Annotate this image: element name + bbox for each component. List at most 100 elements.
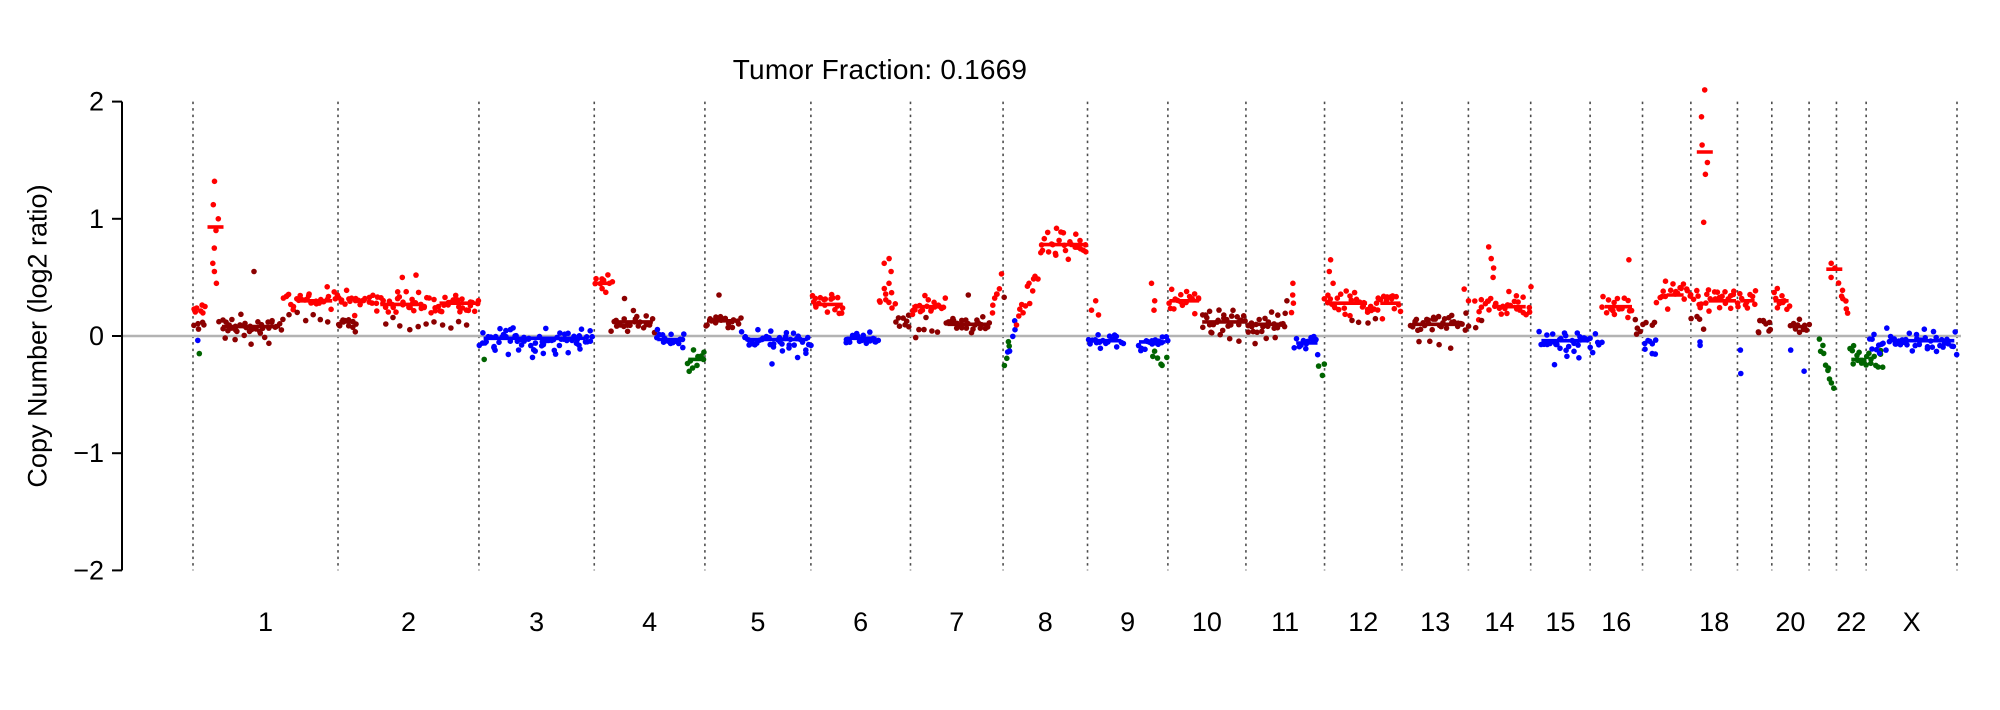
data-point	[755, 326, 761, 333]
chromosome-label: 15	[1545, 607, 1575, 637]
data-point	[1083, 249, 1089, 255]
data-point	[1290, 280, 1296, 287]
data-point	[1698, 301, 1704, 307]
data-point	[448, 325, 454, 331]
data-point	[1766, 319, 1773, 326]
data-point	[1245, 329, 1252, 335]
data-point	[1436, 341, 1442, 348]
data-point	[1490, 274, 1496, 281]
data-point	[1465, 298, 1472, 304]
data-point	[1688, 315, 1694, 322]
chr-21-points	[1816, 260, 1838, 392]
data-point	[919, 307, 926, 314]
data-point	[515, 347, 522, 353]
data-point	[1026, 280, 1032, 287]
data-point	[497, 325, 503, 332]
data-point	[232, 336, 238, 343]
chromosome-label: X	[1903, 607, 1921, 637]
chromosome-label: 22	[1836, 607, 1866, 637]
data-point	[599, 285, 605, 292]
data-point	[1427, 338, 1433, 345]
data-point	[886, 255, 892, 262]
data-point	[1738, 370, 1744, 377]
data-point	[1151, 307, 1157, 314]
data-point	[1088, 307, 1095, 314]
data-point	[1045, 249, 1052, 255]
data-point	[1321, 361, 1328, 367]
data-point	[1869, 346, 1875, 352]
data-point	[875, 337, 882, 344]
data-point	[1714, 289, 1721, 296]
data-point	[1060, 230, 1067, 236]
data-point	[630, 307, 637, 314]
data-point	[895, 315, 902, 321]
data-point	[690, 347, 697, 353]
data-point	[201, 322, 207, 328]
data-point	[1526, 304, 1533, 311]
data-point	[1774, 285, 1781, 292]
data-point	[1767, 326, 1774, 333]
data-point	[1171, 306, 1177, 312]
data-point	[694, 362, 700, 369]
data-point	[435, 303, 442, 310]
data-point	[1234, 314, 1240, 320]
data-point	[1327, 296, 1334, 302]
data-point	[463, 322, 470, 328]
data-point	[251, 268, 257, 275]
data-point	[1652, 351, 1659, 357]
data-point	[532, 340, 539, 346]
data-point	[1472, 298, 1478, 304]
data-point	[989, 310, 996, 316]
data-point	[1884, 325, 1890, 331]
data-point	[1391, 305, 1398, 312]
data-point	[1443, 325, 1450, 331]
data-point	[680, 344, 686, 351]
data-point	[465, 307, 472, 314]
chromosome-label: 7	[949, 607, 964, 637]
data-point	[1142, 346, 1148, 353]
data-point	[380, 297, 387, 304]
chr-18-points	[1687, 87, 1741, 349]
data-point	[1549, 331, 1556, 337]
data-point	[1868, 360, 1874, 367]
data-point	[1263, 335, 1269, 342]
data-point	[1771, 289, 1777, 296]
data-point	[834, 294, 841, 301]
data-point	[1259, 328, 1265, 335]
data-point	[1528, 284, 1534, 290]
data-point	[285, 291, 292, 298]
data-point	[1883, 347, 1889, 353]
chromosome-label: 12	[1348, 607, 1378, 637]
data-point	[342, 301, 348, 307]
chr-22-points	[1835, 280, 1869, 368]
data-point	[202, 303, 208, 310]
data-point	[769, 361, 775, 367]
data-point	[257, 330, 264, 336]
data-point	[1208, 329, 1214, 336]
chr-8-points	[1001, 225, 1089, 369]
data-point	[1871, 331, 1877, 338]
data-point	[1226, 335, 1233, 342]
data-point	[396, 294, 403, 300]
data-point	[1343, 288, 1349, 294]
data-point	[916, 326, 922, 333]
data-point	[953, 325, 960, 331]
data-point	[1006, 343, 1012, 349]
data-point	[426, 295, 432, 301]
data-point	[791, 342, 797, 348]
data-point	[1393, 293, 1399, 300]
data-point	[1929, 344, 1936, 351]
data-point	[624, 328, 631, 335]
data-point	[1461, 286, 1467, 292]
data-point	[1806, 321, 1813, 328]
data-point	[373, 300, 380, 307]
data-point	[290, 303, 297, 310]
data-point	[1478, 296, 1485, 303]
data-point	[215, 216, 222, 222]
chromosome-label: 4	[642, 607, 657, 637]
data-point	[1719, 293, 1725, 300]
data-point	[1626, 257, 1632, 263]
chr-6-points	[809, 255, 912, 347]
data-point	[959, 325, 965, 331]
data-point	[716, 292, 722, 298]
